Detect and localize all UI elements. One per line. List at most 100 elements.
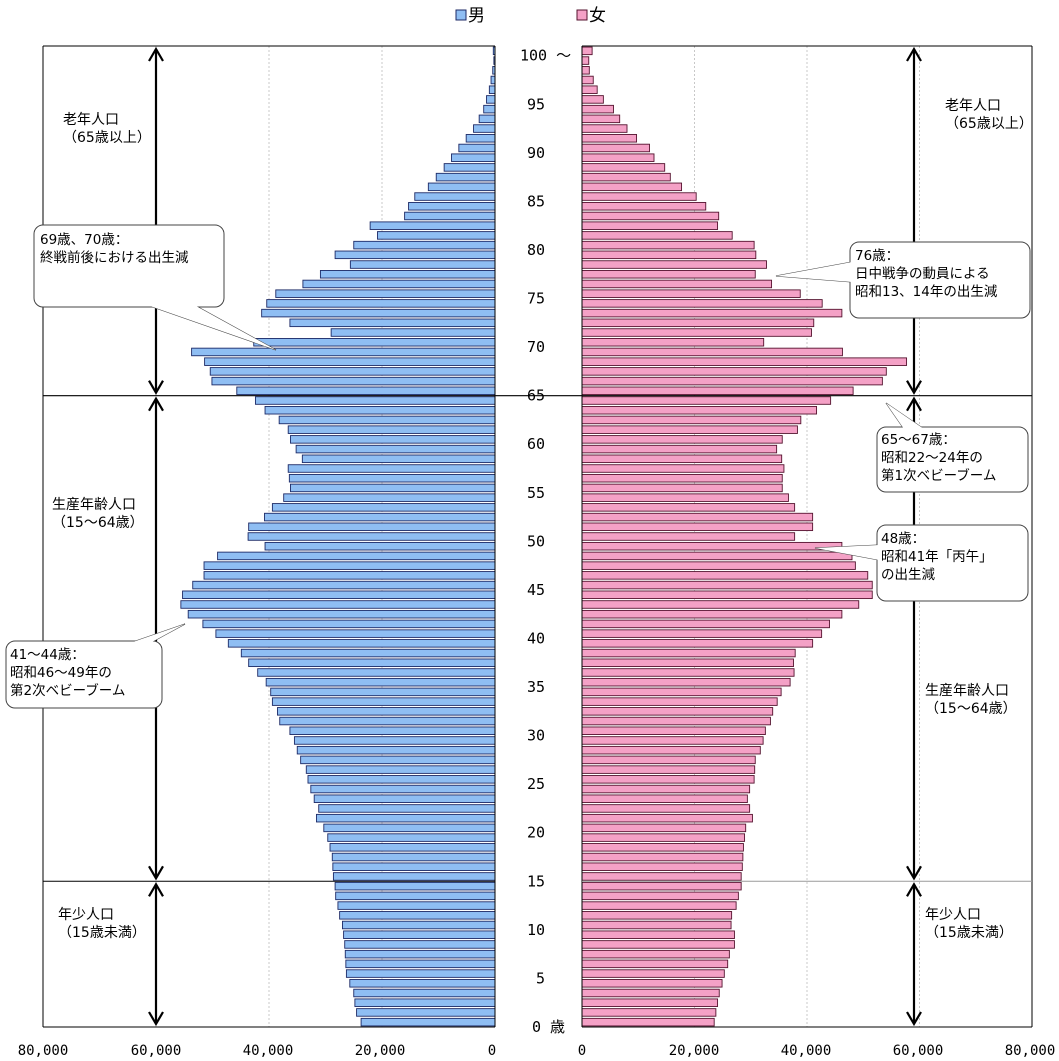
x-tick-label-female: 0 <box>578 1043 586 1059</box>
bar-female <box>581 1008 717 1017</box>
age-tick-label: 95 <box>527 95 545 113</box>
bar-female <box>581 920 732 930</box>
callout-text: 昭和41年「丙午」 <box>881 549 993 565</box>
arrow-head-down <box>148 1011 164 1027</box>
bar-male <box>192 580 496 590</box>
bar-female <box>581 260 767 269</box>
age-tick-label: 60 <box>527 435 545 453</box>
bar-female <box>581 221 719 230</box>
bar-female <box>581 367 887 376</box>
label-elderly-right: （65歳以上） <box>945 116 1033 132</box>
bar-male <box>203 571 496 580</box>
bar-male <box>344 940 496 949</box>
bar-female <box>581 697 778 706</box>
bar-female <box>581 1017 715 1027</box>
x-tick-label-female: 20,000 <box>669 1043 720 1059</box>
bar-male <box>266 299 496 308</box>
bar-male <box>369 221 496 230</box>
bar-male <box>319 270 496 279</box>
bar-female <box>581 405 818 415</box>
bar-male <box>356 1008 496 1017</box>
callout-text: 日中戦争の動員による <box>855 266 990 282</box>
bar-female <box>581 804 751 813</box>
bar-male <box>290 435 496 444</box>
bar-male <box>202 619 496 629</box>
bar-male <box>277 707 496 716</box>
callout-text: 昭和22～24年の <box>881 450 983 466</box>
callout-tail-fill <box>776 262 852 282</box>
bar-male <box>271 503 496 512</box>
bar-female <box>581 629 823 638</box>
bar-male <box>247 532 496 541</box>
bar-male <box>339 911 496 920</box>
arrow-elderly-left <box>148 46 164 395</box>
bar-male <box>327 833 496 842</box>
bar-male <box>305 765 496 774</box>
bar-male <box>345 969 496 978</box>
bar-female <box>581 668 795 677</box>
age-tick-label: 15 <box>527 872 545 890</box>
bar-male <box>465 134 496 143</box>
bar-female <box>581 590 873 600</box>
legend-label-female: 女 <box>589 6 606 26</box>
bar-female <box>581 163 666 172</box>
bar-male <box>227 639 496 648</box>
bar-male <box>443 163 496 172</box>
bar-female <box>581 658 794 668</box>
bar-female <box>581 745 761 755</box>
arrow-head-down <box>148 380 164 395</box>
bar-female <box>581 872 742 881</box>
bar-female <box>581 328 812 337</box>
bar-male <box>414 192 496 201</box>
bar-male <box>300 755 496 765</box>
label-working-right: 生産年齢人口 <box>925 683 1009 699</box>
arrow-head-up <box>906 46 922 62</box>
bar-female <box>581 687 782 697</box>
bar-male <box>337 901 496 910</box>
bar-female <box>581 483 783 493</box>
bar-female <box>581 318 815 328</box>
axes <box>42 45 1033 1028</box>
x-tick-label-female: 60,000 <box>893 1043 944 1059</box>
bar-female <box>581 270 756 279</box>
bar-male <box>478 114 496 124</box>
bar-female <box>581 940 735 949</box>
bar-female <box>581 56 590 65</box>
bar-male <box>316 813 496 823</box>
bar-female <box>581 124 628 133</box>
bar-male <box>490 75 496 85</box>
bar-female <box>581 852 744 862</box>
callout-box <box>5 640 163 709</box>
bar-male <box>248 522 496 532</box>
bar-male <box>289 318 496 328</box>
bar-female <box>581 464 785 473</box>
bar-female <box>581 308 843 318</box>
bar-male <box>486 95 496 104</box>
annotation-a6970: 69歳、70歳：終戦前後における出生減 <box>33 224 277 351</box>
x-tick-label-female: 80,000 <box>1005 1043 1056 1059</box>
bar-male <box>323 823 496 833</box>
bar-male <box>271 697 496 706</box>
bar-female <box>581 376 883 386</box>
bar-male <box>330 328 496 337</box>
bar-male <box>427 182 496 192</box>
x-tick-label-female: 40,000 <box>781 1043 832 1059</box>
age-tick-label: 45 <box>527 581 545 599</box>
bar-male <box>483 104 496 114</box>
x-tick-label-male: 20,000 <box>355 1043 406 1059</box>
labels: 80,000 60,000 40,000 20,000 0 0 20,000 40,000 60… <box>18 6 1056 1059</box>
age-tick-label: 0 歳 <box>532 1018 565 1036</box>
label-working-right: （15～64歳） <box>925 701 1017 717</box>
age-tick-label: 75 <box>527 290 545 308</box>
bar-female <box>581 609 843 619</box>
label-elderly-right: 老年人口 <box>945 98 1001 114</box>
bar-female <box>581 435 783 444</box>
callout-text: 第2次ベビーブーム <box>10 682 125 699</box>
bar-female <box>581 46 593 56</box>
callout-box <box>876 426 1029 493</box>
arrow-head-up <box>148 882 164 897</box>
